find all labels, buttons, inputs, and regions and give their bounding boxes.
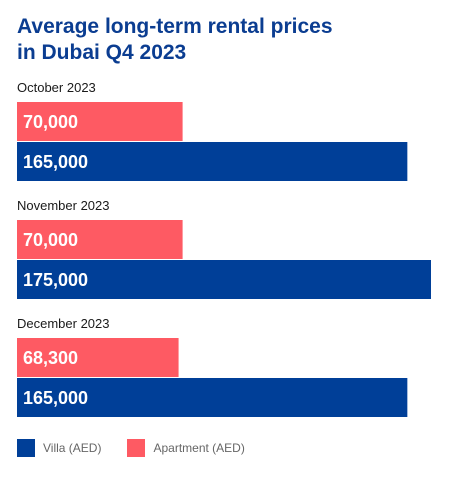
bar-label-villa: 165,000 — [23, 388, 88, 408]
legend-label-villa: Villa (AED) — [43, 441, 102, 455]
category-label: October 2023 — [17, 80, 96, 95]
bar-apartment — [17, 338, 179, 377]
category-label: November 2023 — [17, 198, 110, 213]
legend-swatch-villa — [17, 439, 35, 457]
legend-label-apartment: Apartment (AED) — [153, 441, 245, 455]
bar-label-apartment: 68,300 — [23, 348, 78, 368]
bar-label-villa: 175,000 — [23, 270, 88, 290]
bar-villa — [17, 260, 431, 299]
bar-chart: October 2023 70,000 165,000 November 2023 70… — [17, 80, 431, 417]
bar-label-apartment: 70,000 — [23, 112, 78, 132]
bar-label-apartment: 70,000 — [23, 230, 78, 250]
bar-villa — [17, 378, 408, 417]
chart-title: Average long-term rental prices in Dubai… — [17, 14, 437, 66]
legend: Villa (AED) Apartment (AED) — [17, 439, 271, 457]
bar-villa — [17, 142, 408, 181]
category-label: December 2023 — [17, 316, 110, 331]
bar-label-villa: 165,000 — [23, 152, 88, 172]
chart-title-line-2: in Dubai Q4 2023 — [17, 41, 187, 64]
legend-swatch-apartment — [127, 439, 146, 457]
legend-item-villa: Villa (AED) — [17, 439, 101, 457]
bar-apartment — [17, 102, 183, 141]
legend-item-apartment: Apartment (AED) — [127, 439, 245, 457]
bar-apartment — [17, 220, 183, 259]
chart-title-line-1: Average long-term rental prices — [17, 15, 333, 38]
